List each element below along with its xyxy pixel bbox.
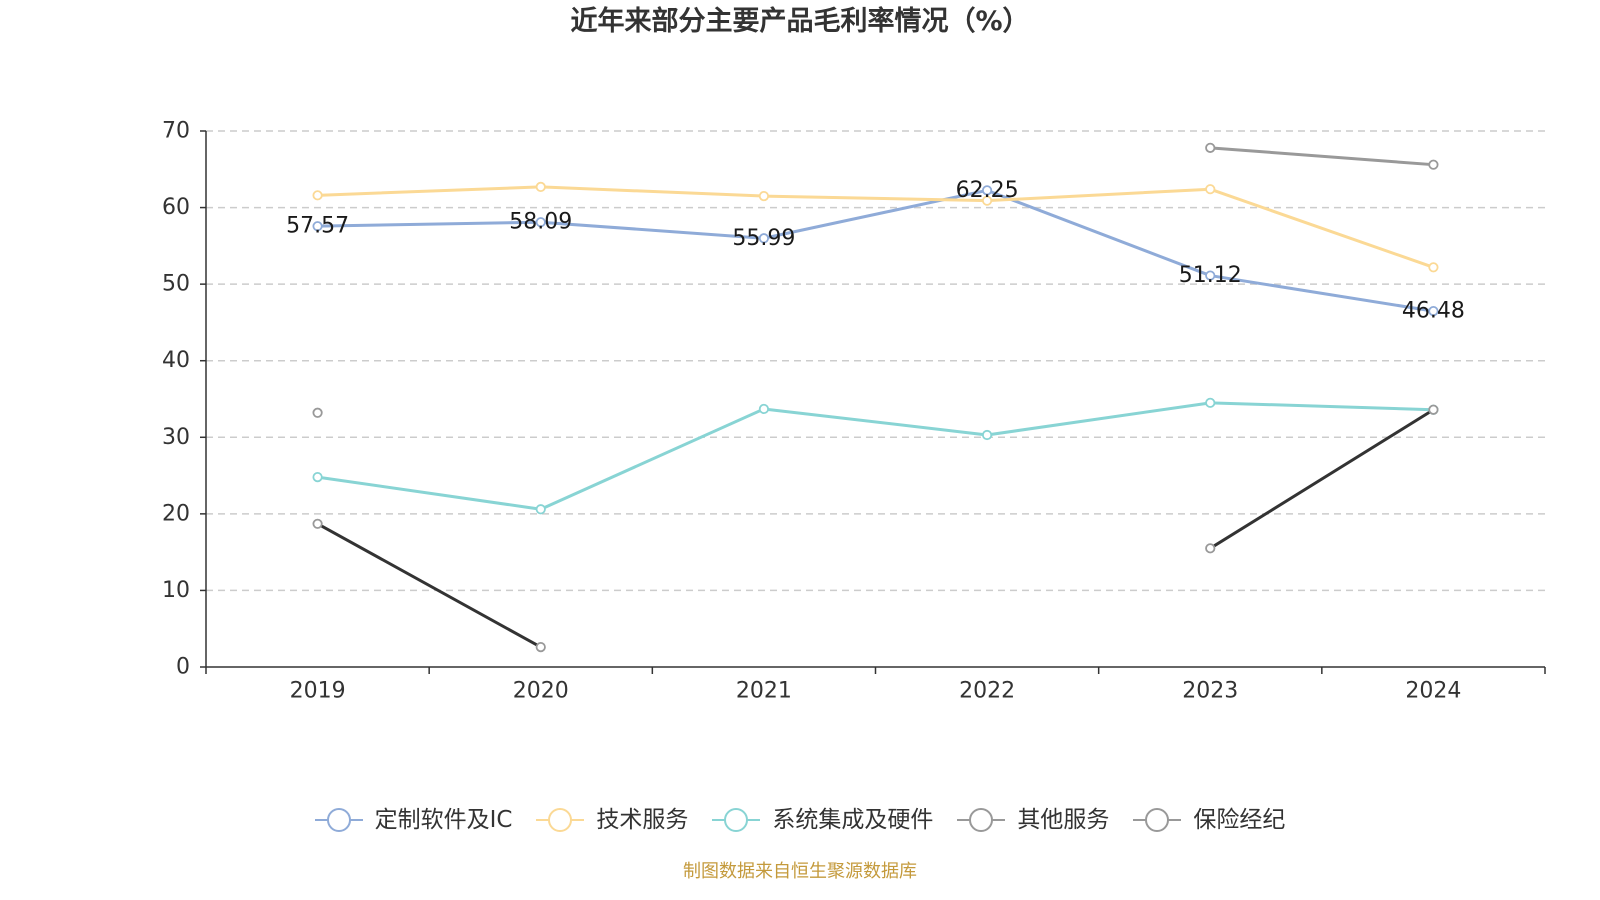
legend-label: 技术服务 [596,807,689,833]
legend-line-circle-icon [957,808,1006,832]
legend-item-1[interactable]: 定制软件及IC [314,805,513,835]
y-tick-label: 40 [162,348,190,373]
series-5-line [316,522,543,649]
series-1-data-label: 51.12 [1179,263,1242,288]
series-1-line [316,188,1435,313]
x-axis: 2019 2020 2021 2022 2023 2024 [205,666,1546,704]
legend-label: 定制软件及IC [374,807,513,833]
series-5-point [1205,543,1216,554]
y-tick-label: 60 [162,195,190,220]
series-5-line [1208,408,1435,550]
series-4-point [312,407,323,418]
series-3-point [1205,397,1216,408]
series-3-line [316,401,1435,511]
x-tick-label: 2019 [290,679,346,704]
series-1-data-label: 46.48 [1402,299,1465,324]
y-tick-label: 30 [162,425,190,450]
legend-line-circle-icon [314,808,363,832]
y-tick-label: 10 [162,578,190,603]
series-3-point [758,403,770,415]
series-4-point [1428,159,1439,170]
legend-item-3[interactable]: 系统集成及硬件 [712,805,933,835]
series-2-point [758,190,770,202]
series-1-data-label: 55.99 [732,226,795,251]
series-3-point [535,504,546,515]
legend-item-2[interactable]: 技术服务 [536,805,688,835]
y-tick-label: 0 [176,655,190,680]
legend-icon-circle [548,808,573,832]
series-2-point [981,195,993,206]
x-tick-label: 2024 [1405,679,1461,704]
series-points [312,142,1439,653]
legend-icon-circle [724,808,749,832]
series-lines [316,146,1435,649]
series-2-point [312,190,323,201]
series-2-point [535,181,546,192]
legend-line-circle-icon [712,808,761,832]
x-tick-label: 2022 [959,679,1015,704]
series-1-point [981,185,993,196]
series-2-point [1205,184,1216,195]
series-2-line [316,185,1435,269]
series-1-point [1428,305,1439,317]
y-axis: 0 10 20 30 40 50 60 70 [162,119,207,680]
series-4-point [1205,142,1216,153]
series-3-point [312,472,323,483]
series-5-point [312,518,323,529]
legend-icon-circle [1145,808,1170,832]
legend-item-4[interactable]: 其他服务 [957,805,1109,835]
series-1-point [312,221,323,232]
chart-title: 近年来部分主要产品毛利率情况（%） [570,6,1030,37]
series-1-data-label: 62.25 [956,178,1019,203]
series-1-point [758,233,770,244]
series-1-point [535,217,546,228]
series-1-data-label: 58.09 [509,210,572,235]
x-tick-label: 2020 [513,679,569,704]
legend-label: 保险经纪 [1193,807,1286,833]
x-tick-label: 2021 [736,679,792,704]
legend-label: 系统集成及硬件 [772,807,934,833]
series-1-point [1205,270,1216,281]
legend-icon-circle [326,808,351,832]
series-5-point [535,641,546,653]
y-tick-label: 70 [162,119,190,144]
y-tick-label: 50 [162,272,190,297]
legend-line-circle-icon [1133,808,1182,832]
y-tick-label: 20 [162,501,190,526]
series-3-point [981,429,993,441]
grid-lines [206,130,1545,592]
series-4-line [1208,146,1435,167]
chart-legend: 定制软件及IC 技术服务 系统集成及硬件 其他服务 保险经纪 [0,801,1600,839]
source-note: 制图数据来自恒生聚源数据库 [683,861,917,882]
series-1-data-label: 57.57 [286,214,349,239]
series-2-point [1428,262,1439,273]
legend-item-5[interactable]: 保险经纪 [1133,805,1285,835]
legend-line-circle-icon [536,808,585,832]
x-tick-label: 2023 [1182,679,1238,704]
legend-icon-circle [969,808,994,832]
data-labels: 57.57 58.09 55.99 62.25 51.12 46.48 [286,178,1465,324]
series-5-point [1428,404,1439,415]
legend-label: 其他服务 [1017,807,1110,833]
